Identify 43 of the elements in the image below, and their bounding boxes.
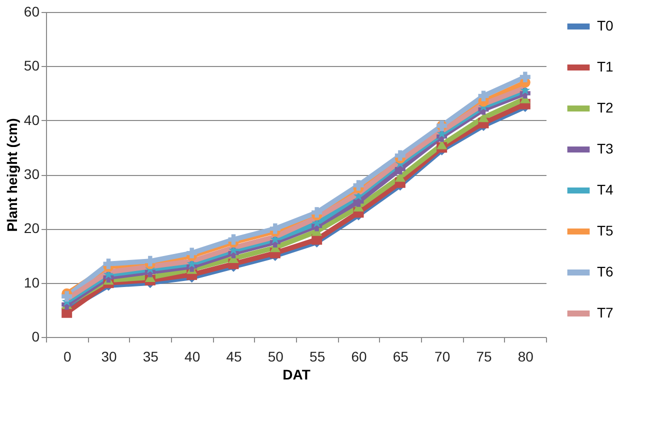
legend-label: T7 — [597, 304, 614, 320]
point — [270, 223, 280, 234]
x-tick-label: 35 — [142, 348, 159, 364]
x-tick-label: 55 — [310, 348, 326, 364]
x-tick-label: 80 — [518, 348, 534, 364]
point — [312, 207, 322, 218]
point — [478, 90, 489, 102]
x-tick-label: 40 — [184, 348, 200, 364]
x-tick-label: 60 — [351, 348, 367, 364]
x-tick-label: 65 — [392, 348, 409, 364]
x-tick-label: 45 — [226, 348, 242, 364]
y-tick-label: 0 — [32, 328, 40, 344]
legend-label: T6 — [597, 264, 614, 280]
y-tick-label: 40 — [24, 112, 40, 128]
point — [144, 256, 156, 266]
point — [394, 172, 406, 182]
legend-label: T3 — [597, 140, 614, 156]
x-tick-label: 30 — [101, 348, 117, 364]
y-tick-label: 20 — [24, 220, 40, 236]
legend-label: T4 — [597, 182, 614, 198]
x-axis-title: DAT — [282, 366, 311, 382]
point — [394, 150, 406, 161]
legend-label: T0 — [597, 18, 614, 34]
x-tick-label: 70 — [434, 348, 450, 364]
x-tick-label: 50 — [268, 348, 284, 364]
legend-label: T5 — [597, 222, 614, 238]
y-tick-label: 10 — [24, 274, 40, 290]
point — [478, 113, 489, 122]
x-tick-label: 0 — [63, 348, 72, 364]
x-tick-label: 75 — [476, 348, 492, 364]
legend-label: T1 — [597, 58, 614, 74]
y-axis-title: Plant height (cm) — [4, 118, 20, 232]
y-tick-label: 60 — [24, 4, 40, 20]
point — [228, 234, 239, 245]
point — [353, 180, 364, 191]
point — [186, 248, 198, 258]
legend-label: T2 — [597, 100, 614, 116]
y-tick-label: 50 — [24, 58, 40, 74]
point — [436, 140, 448, 150]
point — [62, 291, 72, 302]
point — [103, 258, 114, 270]
y-tick-label: 30 — [24, 166, 40, 182]
point — [520, 72, 530, 82]
